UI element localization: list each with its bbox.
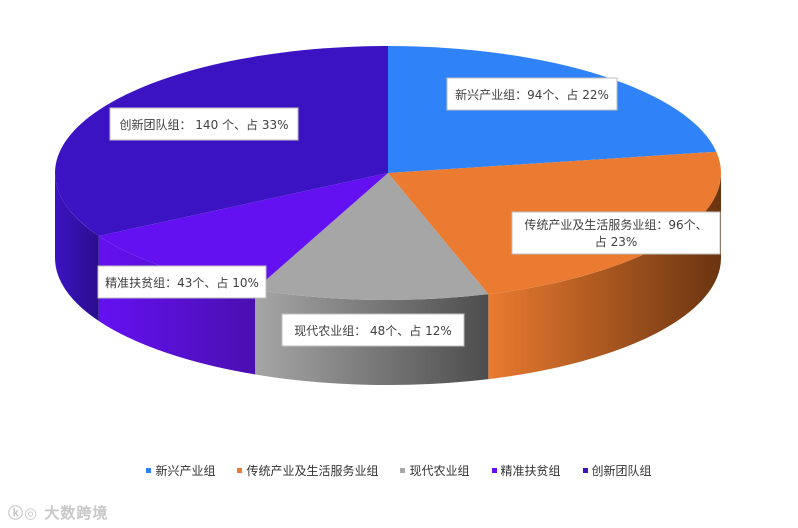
legend-item-xiandai: 现代农业组	[400, 462, 470, 479]
watermark-logo-icon: ⓚ◎	[8, 504, 39, 522]
legend-item-xinxing: 新兴产业组	[146, 462, 215, 479]
legend-label: 创新团队组	[591, 464, 652, 478]
data-label-xiandai: 现代农业组： 48个、占 12%	[281, 313, 465, 347]
svg-text:现代农业组： 48个、占 12%: 现代农业组： 48个、占 12%	[294, 323, 452, 338]
svg-text:占 23%: 占 23%	[595, 234, 638, 249]
legend-item-chuangxin: 创新团队组	[582, 462, 652, 479]
pie-slice-xiandai	[255, 173, 489, 301]
legend-label: 现代农业组	[409, 464, 470, 478]
legend-label: 新兴产业组	[155, 464, 216, 478]
legend-swatch	[400, 468, 406, 473]
data-label-chuangxin: 创新团队组： 140 个、占 33%	[109, 107, 299, 141]
pie-slice-jingzhun	[98, 173, 388, 290]
data-label-jingzhun: 精准扶贫组：43个、占 10%	[97, 265, 267, 299]
legend: 新兴产业组 传统产业及生活服务业组 现代农业组 精准扶贫组 创新团队组	[0, 462, 798, 479]
svg-text:传统产业及生活服务业组：96个、: 传统产业及生活服务业组：96个、	[524, 217, 707, 232]
legend-label: 传统产业及生活服务业组	[246, 464, 379, 478]
legend-label: 精准扶贫组	[500, 464, 561, 478]
legend-item-jingzhun: 精准扶贫组	[491, 462, 561, 479]
svg-text:新兴产业组：94个、占 22%: 新兴产业组：94个、占 22%	[455, 87, 609, 102]
pie-side-chuantong	[488, 173, 721, 380]
data-label-chuantong: 传统产业及生活服务业组：96个、占 23%	[511, 211, 721, 255]
legend-swatch	[491, 468, 497, 473]
legend-item-chuantong: 传统产业及生活服务业组	[237, 462, 378, 479]
data-label-xinxing: 新兴产业组：94个、占 22%	[446, 77, 618, 111]
svg-text:创新团队组： 140 个、占 33%: 创新团队组： 140 个、占 33%	[119, 117, 288, 132]
legend-swatch	[582, 468, 588, 473]
svg-text:精准扶贫组：43个、占 10%: 精准扶贫组：43个、占 10%	[105, 275, 259, 290]
watermark: ⓚ◎ 大数跨境	[8, 504, 109, 522]
legend-swatch	[146, 468, 152, 473]
pie-side-chuangxin	[55, 173, 99, 321]
legend-swatch	[237, 468, 243, 473]
pie-slice-chuangxin	[55, 46, 388, 236]
